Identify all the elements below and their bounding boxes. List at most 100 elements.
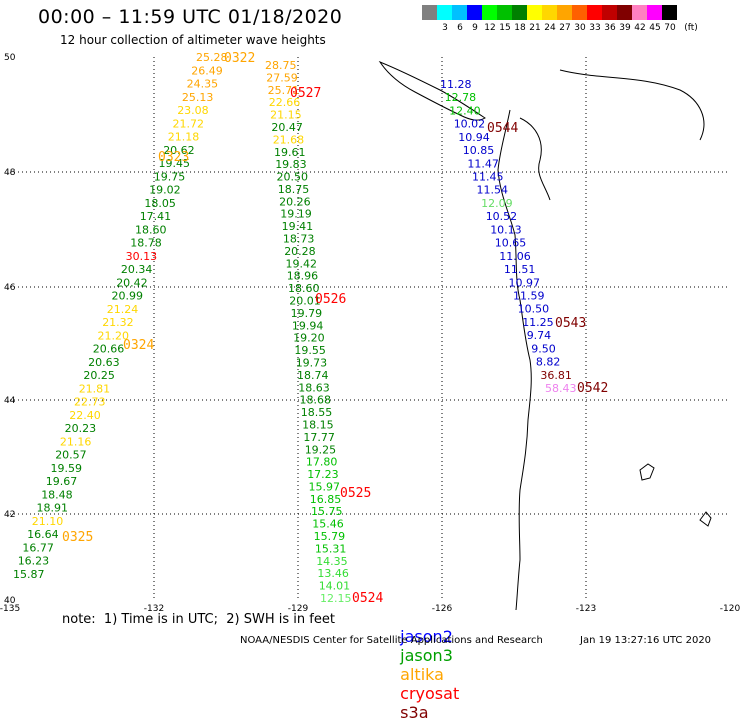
wave-height-value: 20.23 bbox=[65, 422, 97, 435]
sat-cryosat: cryosat bbox=[400, 684, 460, 703]
lon-tick-label: -120 bbox=[720, 604, 740, 614]
legend-label: 30 bbox=[574, 23, 586, 33]
vancouver-island bbox=[378, 60, 486, 121]
wave-height-value: 19.94 bbox=[292, 319, 324, 332]
wave-height-value: 20.57 bbox=[55, 449, 86, 462]
wave-height-value: 9.74 bbox=[527, 329, 552, 342]
wave-height-value: 19.02 bbox=[149, 184, 181, 197]
wave-height-value: 22.66 bbox=[269, 96, 301, 109]
wave-height-value: 30.13 bbox=[126, 250, 158, 263]
island-a bbox=[639, 463, 655, 481]
wave-height-value: 16.77 bbox=[22, 542, 54, 555]
wave-height-value: 18.73 bbox=[283, 233, 315, 246]
wave-height-value: 20.47 bbox=[271, 121, 303, 134]
wave-height-value: 20.28 bbox=[284, 245, 316, 258]
pass-number-label: 0325 bbox=[62, 530, 93, 545]
wave-height-value: 16.85 bbox=[310, 493, 342, 506]
pass-number-label: 0543 bbox=[555, 316, 586, 331]
wave-height-value: 25.28 bbox=[196, 51, 228, 64]
wave-height-value: 18.60 bbox=[288, 282, 320, 295]
wave-height-value: 19.20 bbox=[293, 332, 325, 345]
legend-unit: (ft) bbox=[684, 23, 698, 33]
wave-height-value: 19.41 bbox=[282, 220, 314, 233]
map-subtitle: 12 hour collection of altimeter wave hei… bbox=[60, 33, 326, 47]
legend-swatch bbox=[437, 5, 452, 20]
wave-height-value: 20.99 bbox=[112, 290, 144, 303]
sat-jason2: jason2 bbox=[400, 627, 453, 646]
wave-height-value: 11.28 bbox=[440, 78, 472, 91]
wave-height-value: 10.65 bbox=[495, 237, 527, 250]
wave-height-value: 21.15 bbox=[270, 109, 302, 122]
pass-number-label: 0524 bbox=[352, 591, 383, 606]
island-b bbox=[699, 511, 712, 527]
wave-height-value: 19.59 bbox=[51, 462, 83, 475]
wave-height-value: 15.75 bbox=[311, 505, 343, 518]
wave-height-value: 19.73 bbox=[296, 357, 328, 370]
legend-label: 39 bbox=[619, 23, 631, 33]
satellite-legend: jason2 jason3 altika cryosat s3a bbox=[390, 608, 469, 722]
pass-number-label: 0323 bbox=[158, 150, 189, 165]
wave-height-value: 19.19 bbox=[280, 208, 312, 221]
wave-height-value: 17.23 bbox=[307, 468, 339, 481]
legend-swatch bbox=[452, 5, 467, 20]
wave-height-value: 18.96 bbox=[287, 270, 319, 283]
wave-height-value: 19.83 bbox=[275, 158, 307, 171]
wave-height-value: 20.26 bbox=[279, 195, 311, 208]
wave-height-value: 21.32 bbox=[102, 316, 134, 329]
wave-height-value: 14.01 bbox=[319, 580, 351, 593]
sat-s3a: s3a bbox=[400, 703, 429, 722]
wave-height-value: 18.75 bbox=[278, 183, 310, 196]
wave-height-value: 19.79 bbox=[291, 307, 323, 320]
puget-sound bbox=[519, 117, 551, 201]
wave-height-value: 17.80 bbox=[306, 456, 338, 469]
wave-height-value: 19.61 bbox=[274, 146, 306, 159]
wave-height-value: 10.52 bbox=[486, 210, 518, 223]
legend-swatch bbox=[542, 5, 557, 20]
wave-height-value: 10.85 bbox=[463, 144, 495, 157]
wave-height-value: 25.71 bbox=[268, 84, 300, 97]
wave-height-value: 21.16 bbox=[60, 435, 92, 448]
wave-height-value: 18.78 bbox=[130, 237, 162, 250]
lat-tick-label: 46 bbox=[4, 283, 16, 293]
legend-swatch bbox=[527, 5, 542, 20]
credit-text: NOAA/NESDIS Center for Satellite Applica… bbox=[240, 635, 543, 646]
legend-swatches bbox=[422, 5, 677, 20]
mainland-coast bbox=[497, 109, 532, 611]
legend-swatch bbox=[557, 5, 572, 20]
legend-label: 33 bbox=[589, 23, 601, 33]
wave-height-value: 11.59 bbox=[513, 290, 545, 303]
legend-swatch bbox=[497, 5, 512, 20]
wave-height-value: 18.68 bbox=[300, 394, 332, 407]
lon-tick-label: -123 bbox=[576, 604, 596, 614]
wave-height-value: 11.25 bbox=[522, 316, 554, 329]
wave-height-value: 10.50 bbox=[518, 303, 550, 316]
lon-tick-label: -132 bbox=[144, 604, 164, 614]
wave-height-value: 25.13 bbox=[182, 91, 214, 104]
wave-height-value: 11.06 bbox=[499, 250, 531, 263]
wave-height-value: 12.40 bbox=[449, 104, 481, 117]
coastline bbox=[378, 60, 712, 611]
wave-height-value: 21.18 bbox=[168, 131, 200, 144]
legend-swatch bbox=[587, 5, 602, 20]
wave-height-value: 16.64 bbox=[27, 528, 58, 541]
pass-number-label: 0525 bbox=[340, 486, 371, 501]
wave-height-value: 12.78 bbox=[445, 91, 477, 104]
pass-number-label: 0544 bbox=[487, 121, 518, 136]
wave-height-value: 21.72 bbox=[173, 117, 205, 130]
wave-height-value: 15.97 bbox=[309, 480, 341, 493]
legend-swatch bbox=[617, 5, 632, 20]
wave-height-value: 18.05 bbox=[144, 197, 176, 210]
wave-height-value: 11.54 bbox=[477, 184, 509, 197]
wave-height-value: 20.42 bbox=[116, 276, 148, 289]
wave-height-value: 21.24 bbox=[107, 303, 139, 316]
wave-height-value: 21.68 bbox=[273, 133, 305, 146]
wave-height-value: 18.55 bbox=[301, 406, 333, 419]
wave-height-value: 20.63 bbox=[88, 356, 120, 369]
lat-tick-label: 42 bbox=[4, 510, 15, 520]
wave-height-value: 19.25 bbox=[305, 443, 337, 456]
wave-height-value: 15.87 bbox=[13, 568, 45, 581]
wave-height-value: 18.74 bbox=[297, 369, 329, 382]
wave-height-value: 18.48 bbox=[41, 489, 72, 502]
wave-height-value: 21.20 bbox=[98, 329, 130, 342]
legend-swatch bbox=[422, 5, 437, 20]
